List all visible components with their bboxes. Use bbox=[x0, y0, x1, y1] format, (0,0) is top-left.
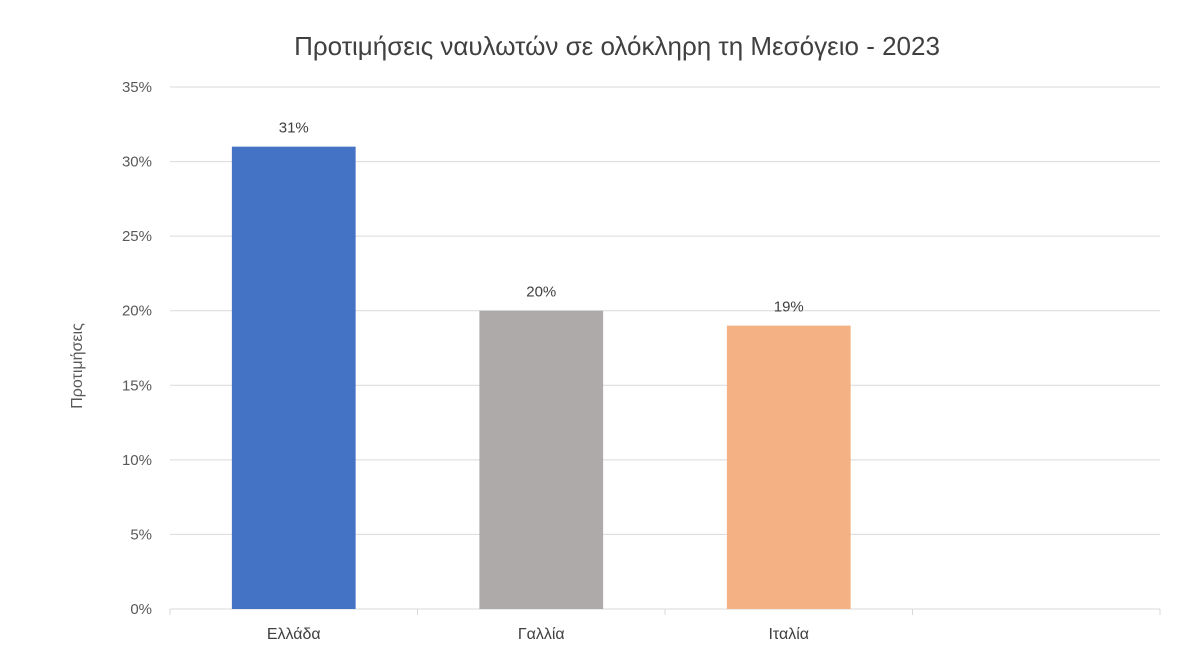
data-label: 20% bbox=[526, 284, 556, 301]
x-category-label: Ελλάδα bbox=[267, 626, 321, 643]
labels: 0% 5% 10% 15% 20% 25% 30% 35% 31% Ελλάδα 20% Γαλλία… bbox=[122, 79, 809, 643]
y-tick-label: 20% bbox=[122, 303, 152, 320]
data-label: 19% bbox=[774, 299, 804, 316]
y-tick-label: 25% bbox=[122, 228, 152, 245]
y-tick-label: 10% bbox=[122, 452, 152, 469]
bar bbox=[479, 310, 604, 609]
y-tick-label: 5% bbox=[130, 526, 152, 543]
x-category-label: Ιταλία bbox=[768, 626, 809, 643]
y-axis-title: Προτιμήσεις bbox=[69, 323, 86, 409]
bar bbox=[726, 325, 851, 609]
y-tick-label: 0% bbox=[130, 601, 152, 618]
chart-title: Προτιμήσεις ναυλωτών σε ολόκληρη τη Μεσό… bbox=[294, 31, 940, 61]
y-tick-label: 15% bbox=[122, 377, 152, 394]
x-category-label: Γαλλία bbox=[518, 626, 565, 643]
y-tick-label: 35% bbox=[122, 79, 152, 96]
y-tick-label: 30% bbox=[122, 154, 152, 171]
data-label: 31% bbox=[279, 120, 309, 137]
bars bbox=[231, 146, 851, 609]
bar bbox=[231, 146, 356, 609]
